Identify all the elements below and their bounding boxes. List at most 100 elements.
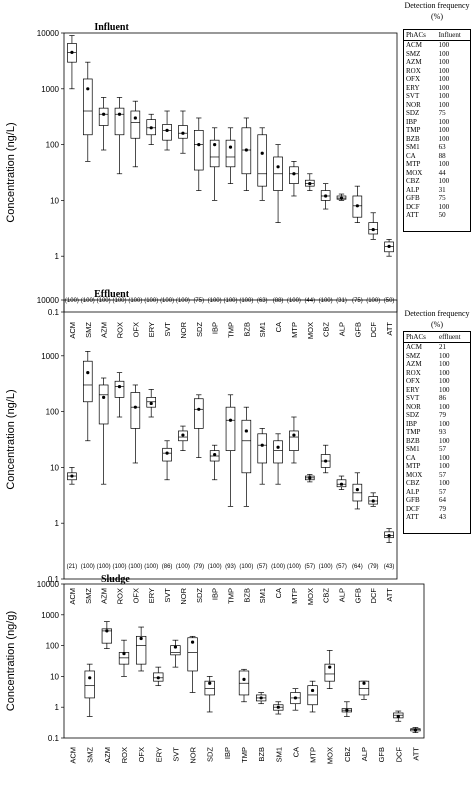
table-cell-phac: GFB	[406, 496, 420, 504]
frequency-label: (100)	[319, 564, 333, 570]
box-iqr	[193, 130, 204, 171]
y-tick-label: 100	[46, 408, 60, 417]
table-row: ERY 100	[404, 386, 470, 395]
table-cell-phac: ERY	[406, 385, 420, 394]
mean-marker	[133, 405, 137, 409]
category-label: ERY	[147, 588, 156, 603]
table-cell-frequency: 100	[438, 160, 450, 168]
table-cell-phac: ROX	[406, 368, 421, 377]
category-label: AZM	[100, 322, 109, 338]
category-label: SMZ	[84, 322, 93, 338]
table-row: CA 100	[404, 454, 470, 463]
frequency-label: (63)	[257, 298, 268, 304]
mean-marker	[197, 143, 201, 147]
mean-marker	[276, 445, 280, 449]
category-label: OFX	[131, 322, 140, 337]
table-cell-frequency: 100	[438, 360, 450, 368]
table-cell-phac: CA	[406, 151, 416, 160]
box-iqr	[289, 430, 299, 451]
frequency-label: (93)	[225, 564, 236, 570]
category-label: GFB	[377, 747, 386, 762]
y-tick-label: 0.1	[48, 734, 60, 743]
mean-marker	[208, 681, 212, 685]
category-label: NOR	[189, 746, 198, 763]
category-label: MTP	[290, 322, 299, 338]
y-axis-title: Concentration (ng/g)	[5, 611, 17, 711]
frequency-label: (79)	[368, 564, 379, 570]
y-tick-label: 10	[50, 672, 59, 681]
table-row: ROX 100	[404, 369, 470, 378]
mean-marker	[276, 165, 280, 169]
category-label: MTP	[290, 588, 299, 604]
table-row: DCF 100	[404, 203, 470, 212]
category-label: MTP	[309, 747, 318, 763]
y-tick-label: 10000	[37, 580, 60, 589]
table-cell-frequency: 100	[438, 134, 450, 143]
table-cell-frequency: 100	[438, 75, 450, 83]
box-iqr	[209, 139, 220, 168]
table-row: CA 88	[404, 152, 470, 161]
table-cell-phac: BZB	[406, 134, 420, 143]
frequency-label: (57)	[257, 564, 268, 570]
table-cell-phac: TMP	[406, 428, 421, 436]
table-row: ATT 50	[404, 211, 470, 220]
mean-marker	[244, 148, 248, 152]
table-row: MTP 100	[404, 160, 470, 169]
mean-marker	[181, 131, 185, 135]
table-cell-frequency: 57	[438, 470, 446, 479]
table-row: AZM 100	[404, 360, 470, 369]
box-iqr	[130, 110, 141, 139]
table-cell-frequency: 93	[438, 428, 446, 436]
table-cell-phac: MTP	[406, 462, 421, 470]
mean-marker	[292, 433, 296, 437]
table-row: NOR 100	[404, 403, 470, 412]
category-label: CBZ	[343, 747, 352, 762]
box-iqr	[204, 680, 215, 696]
frequency-label: (21)	[67, 564, 78, 570]
mean-marker	[276, 705, 280, 709]
table-cell-frequency: 100	[438, 402, 450, 411]
frequency-label: (100)	[319, 298, 333, 304]
category-label: CBZ	[322, 588, 331, 603]
mean-marker	[308, 182, 312, 186]
frequency-label: (79)	[193, 564, 204, 570]
table-cell-frequency: 100	[438, 177, 450, 185]
frequency-label: (100)	[176, 298, 190, 304]
category-label: DCF	[369, 322, 378, 338]
table-cell-frequency: 50	[438, 211, 446, 219]
mean-marker	[139, 636, 143, 641]
y-tick-label: 1	[55, 252, 60, 261]
table-cell-phac: SDZ	[406, 411, 420, 419]
category-label: SDZ	[206, 747, 215, 762]
table-cell-frequency: 57	[438, 445, 446, 453]
table-row: IBP 100	[404, 118, 470, 127]
mean-marker	[328, 665, 332, 669]
table-row: OFX 100	[404, 377, 470, 386]
y-axis-title: Concentration (ng/L)	[5, 389, 17, 489]
mean-marker	[242, 677, 246, 681]
mean-marker	[156, 676, 160, 680]
box-iqr	[257, 433, 268, 464]
frequency-label: (100)	[144, 298, 158, 304]
y-tick-label: 10000	[37, 296, 60, 305]
y-tick-label: 1000	[41, 352, 59, 361]
frequency-label: (100)	[287, 298, 301, 304]
frequency-label: (86)	[162, 564, 173, 570]
detection-table-title-influent: Detection frequency (%)	[404, 1, 470, 21]
frequency-label: (100)	[81, 564, 95, 570]
y-tick-label: 100	[46, 642, 60, 651]
box-iqr	[358, 680, 370, 696]
table-cell-phac: ROX	[406, 66, 421, 75]
category-label: IBP	[211, 588, 220, 600]
table-row: TMP 100	[404, 126, 470, 135]
category-label: ALP	[338, 322, 347, 336]
table-row: ALP 31	[404, 186, 470, 195]
frequency-label: (100)	[97, 564, 111, 570]
category-label: OFX	[137, 747, 146, 762]
table-cell-frequency: 100	[438, 453, 450, 462]
mean-marker	[70, 474, 74, 478]
box-iqr	[130, 392, 141, 429]
table-header-phacs: PhACs	[404, 332, 434, 343]
category-label: SMZ	[86, 747, 95, 763]
category-label: BZB	[242, 322, 251, 337]
